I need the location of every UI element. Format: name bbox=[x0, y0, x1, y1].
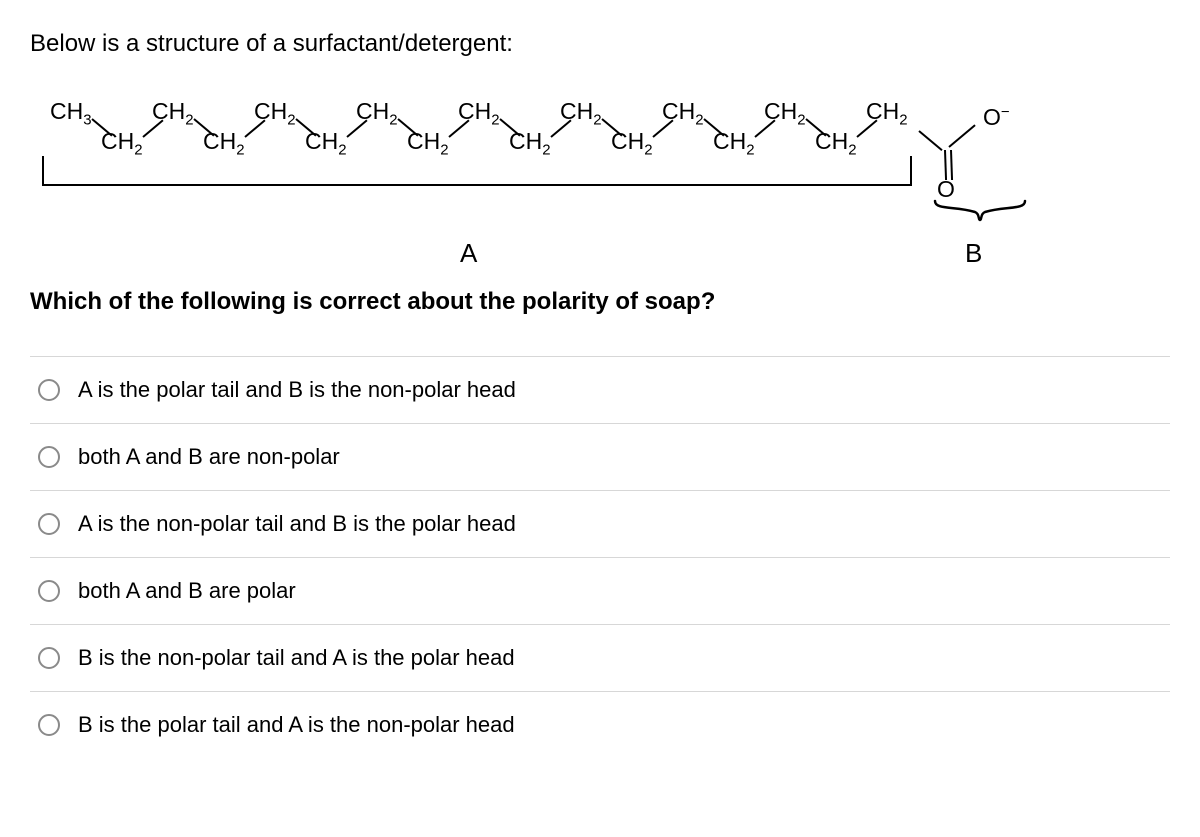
option-row[interactable]: both A and B are polar bbox=[30, 558, 1170, 625]
radio-icon[interactable] bbox=[38, 647, 60, 669]
chain-bottom-ch: CH2 bbox=[509, 128, 551, 155]
chain-top-ch: CH2 bbox=[458, 98, 500, 125]
option-row[interactable]: A is the polar tail and B is the non-pol… bbox=[30, 357, 1170, 424]
radio-icon[interactable] bbox=[38, 714, 60, 736]
option-text: B is the polar tail and A is the non-pol… bbox=[78, 712, 515, 738]
chain-bottom-ch: CH2 bbox=[815, 128, 857, 155]
option-row[interactable]: B is the polar tail and A is the non-pol… bbox=[30, 692, 1170, 758]
option-row[interactable]: A is the non-polar tail and B is the pol… bbox=[30, 491, 1170, 558]
oxygen-minus: O− bbox=[983, 104, 1010, 131]
chain-top-ch: CH2 bbox=[254, 98, 296, 125]
radio-icon[interactable] bbox=[38, 580, 60, 602]
chain-bottom-ch: CH2 bbox=[305, 128, 347, 155]
region-labels: A B bbox=[30, 238, 1170, 278]
option-row[interactable]: both A and B are non-polar bbox=[30, 424, 1170, 491]
chain-top-ch: CH2 bbox=[764, 98, 806, 125]
molecule-structure: CH3 CH2 CH2 CH2 CH2 CH2 CH2 CH2 CH2 CH2 CH2 CH2 CH2 C… bbox=[30, 98, 1170, 228]
chain-top-ch: CH2 bbox=[152, 98, 194, 125]
radio-icon[interactable] bbox=[38, 446, 60, 468]
question-text: Which of the following is correct about … bbox=[30, 288, 1170, 316]
intro-text: Below is a structure of a surfactant/det… bbox=[30, 30, 1170, 58]
option-text: A is the non-polar tail and B is the pol… bbox=[78, 511, 516, 537]
brace-b bbox=[930, 198, 1030, 228]
chain-bottom-ch: CH2 bbox=[611, 128, 653, 155]
chain-bottom-ch: CH2 bbox=[101, 128, 143, 155]
chain-top-ch: CH3 bbox=[50, 98, 92, 125]
option-row[interactable]: B is the non-polar tail and A is the pol… bbox=[30, 625, 1170, 692]
chain-bottom-ch: CH2 bbox=[713, 128, 755, 155]
label-a: A bbox=[460, 238, 477, 269]
chain-top-ch: CH2 bbox=[356, 98, 398, 125]
chain-bottom-ch: CH2 bbox=[407, 128, 449, 155]
option-text: both A and B are non-polar bbox=[78, 444, 340, 470]
carboxylate-head: O O− bbox=[915, 94, 1055, 214]
radio-icon[interactable] bbox=[38, 379, 60, 401]
chain-bottom-ch: CH2 bbox=[203, 128, 245, 155]
label-b: B bbox=[965, 238, 982, 269]
chain-top-ch: CH2 bbox=[560, 98, 602, 125]
option-text: A is the polar tail and B is the non-pol… bbox=[78, 377, 516, 403]
radio-icon[interactable] bbox=[38, 513, 60, 535]
bracket-a bbox=[42, 156, 912, 186]
option-text: both A and B are polar bbox=[78, 578, 296, 604]
chain-top-ch: CH2 bbox=[866, 98, 908, 125]
options-list: A is the polar tail and B is the non-pol… bbox=[30, 356, 1170, 758]
option-text: B is the non-polar tail and A is the pol… bbox=[78, 645, 515, 671]
chain-top-ch: CH2 bbox=[662, 98, 704, 125]
